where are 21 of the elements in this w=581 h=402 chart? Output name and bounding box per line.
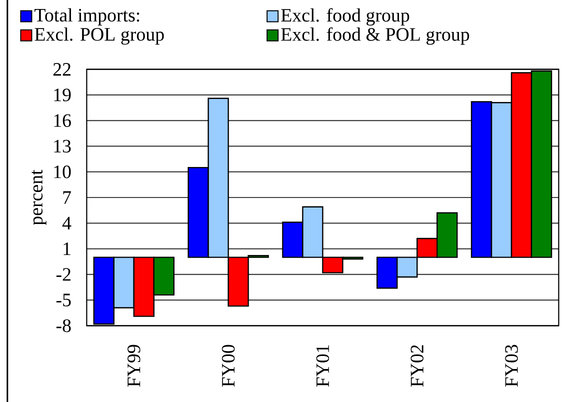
y-tick-label: 16 <box>54 114 71 127</box>
y-tick-label: 22 <box>53 63 70 76</box>
y-tick-label: -5 <box>56 294 71 306</box>
legend-label: Total imports: <box>34 8 140 26</box>
legend-label: Excl. POL group <box>34 27 164 45</box>
legend-label: Excl. food & POL group <box>281 27 470 45</box>
legend-label: Excl. food group <box>281 8 410 26</box>
x-tick-label: FY03 <box>505 344 518 387</box>
y-tick-label: -2 <box>56 268 70 281</box>
y-tick-label: 19 <box>54 88 71 102</box>
y-axis-title: percent <box>32 170 46 226</box>
x-tick-label: FY99 <box>128 344 140 387</box>
y-tick-label: 1 <box>64 242 70 256</box>
y-tick-label: 13 <box>54 140 71 153</box>
x-tick-label: FY02 <box>410 345 424 387</box>
y-tick-label: -8 <box>56 319 71 332</box>
x-tick-label: FY00 <box>222 344 235 387</box>
y-tick-label: 10 <box>54 165 71 178</box>
y-tick-label: 4 <box>62 216 72 230</box>
y-tick-label: 7 <box>63 191 71 204</box>
x-tick-label: FY01 <box>316 345 330 387</box>
